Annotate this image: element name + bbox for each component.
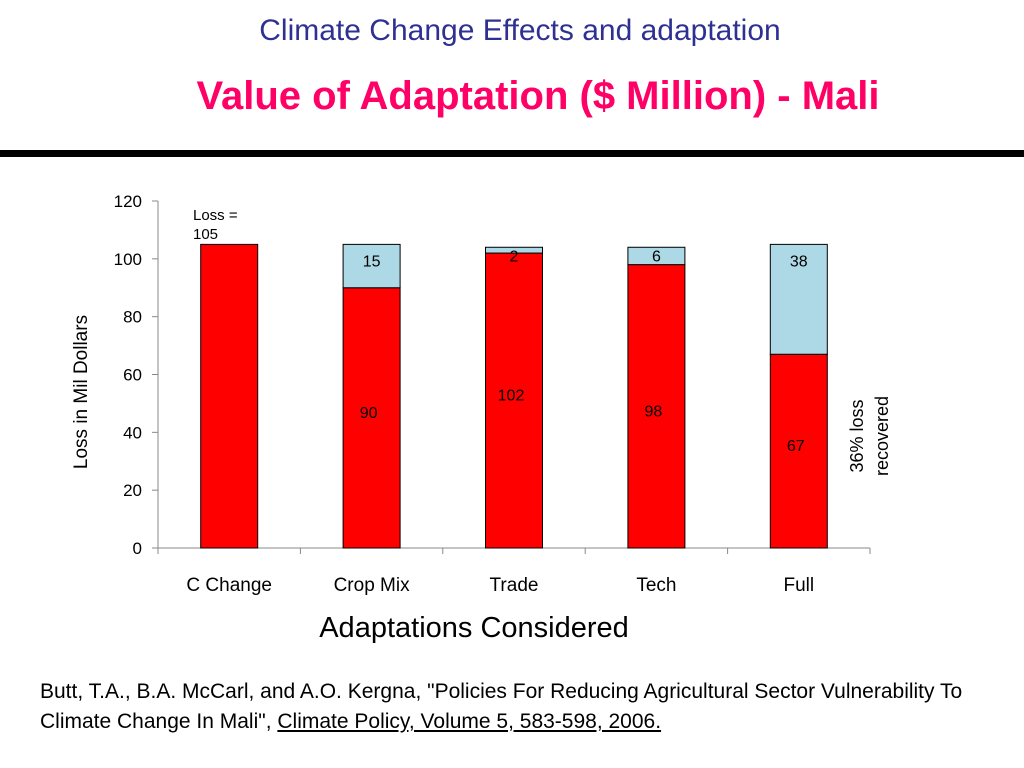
data-label-loss: 102 <box>498 388 525 405</box>
data-label-loss: 90 <box>360 405 378 422</box>
bar-loss <box>342 287 401 549</box>
bar-recovered <box>627 246 686 266</box>
citation-text: Butt, T.A., B.A. McCarl, and A.O. Kergna… <box>40 680 963 733</box>
bar-loss <box>200 243 259 549</box>
y-tick-label: 80 <box>123 308 142 327</box>
data-label-recovered: 38 <box>790 253 808 270</box>
citation-journal: Climate Policy, Volume 5, 583-598, 2006. <box>277 710 662 733</box>
bar-recovered <box>342 243 401 289</box>
y-tick-label: 100 <box>114 250 142 269</box>
data-label-recovered: 2 <box>510 248 519 265</box>
x-tick-label: Tech <box>636 575 676 596</box>
bar-recovered <box>485 246 543 254</box>
y-tick-label: 0 <box>133 539 142 558</box>
header-subtitle: Climate Change Effects and adaptation <box>259 14 781 47</box>
x-tick-label: Crop Mix <box>334 575 411 596</box>
data-label-loss: 67 <box>787 438 805 455</box>
data-label-recovered: 15 <box>363 253 381 270</box>
x-tick-label: Trade <box>490 575 539 596</box>
header-divider <box>0 150 1024 157</box>
recovered-annotation: 36% loss recovered <box>847 396 892 476</box>
bar-recovered <box>769 243 828 355</box>
data-label-recovered: 6 <box>652 248 661 265</box>
y-tick-label: 20 <box>123 481 142 500</box>
bar-loss <box>769 353 828 549</box>
x-axis-label: Adaptations Considered <box>319 612 629 644</box>
y-tick-label: 120 <box>114 192 142 211</box>
x-tick-label: Full <box>783 575 814 596</box>
y-tick-label: 40 <box>123 423 142 442</box>
citation: Butt, T.A., B.A. McCarl, and A.O. Kergna… <box>40 677 1000 737</box>
x-tick-label: C Change <box>186 575 272 596</box>
page-title: Value of Adaptation ($ Million) - Mali <box>196 74 880 118</box>
loss-annotation: Loss = 105 <box>193 207 238 243</box>
y-tick-label: 60 <box>123 366 142 385</box>
bar-loss <box>627 264 686 549</box>
y-axis-label: Loss in Mil Dollars <box>71 315 92 469</box>
bar-loss <box>485 252 543 549</box>
data-label-loss: 98 <box>645 403 663 420</box>
